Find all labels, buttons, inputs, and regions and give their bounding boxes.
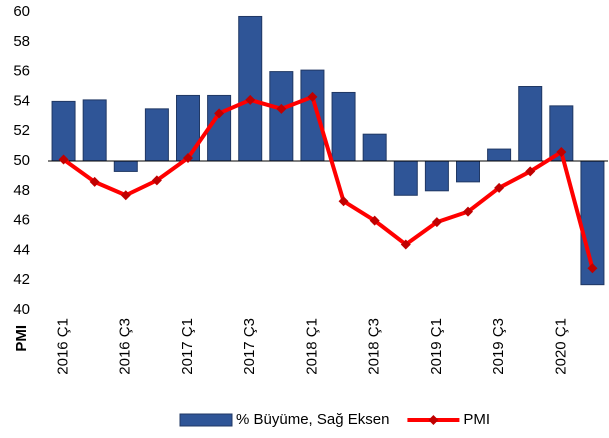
bar [362, 133, 387, 162]
y-tick-label: 60 [13, 3, 30, 20]
y-tick-label: 54 [13, 92, 30, 109]
y-tick-label: 42 [13, 271, 30, 288]
marker [120, 190, 131, 201]
bar [424, 160, 449, 192]
y-tick-label: 58 [13, 33, 30, 50]
marker [556, 147, 567, 158]
x-tick-label: 2019 Ç1 [428, 318, 445, 375]
bar [113, 160, 138, 172]
y-tick-label: 44 [13, 241, 30, 258]
legend-marker [428, 415, 439, 425]
legend-swatch [179, 413, 233, 427]
marker [58, 154, 69, 165]
x-tick-label: 2019 Ç3 [490, 318, 507, 375]
legend-label: PMI [463, 411, 490, 428]
x-tick-label: 2020 Ç1 [552, 318, 569, 375]
x-tick-label: 2018 Ç1 [303, 318, 320, 375]
marker [494, 182, 505, 193]
y-tick-label: 46 [13, 212, 30, 229]
marker [400, 239, 411, 250]
bar [238, 15, 263, 162]
marker [525, 166, 536, 177]
x-tick-label: 2018 Ç3 [366, 318, 383, 375]
marker [338, 196, 349, 207]
bar [144, 108, 169, 162]
bar [393, 160, 418, 196]
y-tick-label: 48 [13, 182, 30, 199]
marker [307, 91, 318, 102]
marker [245, 94, 256, 105]
y-axis-label: PMI [13, 325, 30, 352]
bar [300, 69, 325, 162]
bar [51, 100, 76, 162]
bar [269, 71, 294, 162]
marker [431, 217, 442, 228]
x-tick-label: 2017 Ç1 [179, 318, 196, 375]
y-tick-label: 50 [13, 152, 30, 169]
marker [587, 263, 598, 274]
marker [369, 215, 380, 226]
bar [518, 86, 543, 162]
bar [487, 148, 512, 162]
marker [276, 103, 287, 114]
y-tick-label: 52 [13, 122, 30, 139]
bar [331, 91, 356, 162]
bar [176, 94, 200, 162]
bar [82, 99, 107, 162]
marker [151, 175, 162, 186]
marker [214, 108, 225, 119]
bar [456, 160, 480, 183]
line [62, 94, 595, 269]
marker [463, 206, 473, 217]
x-tick-label: 2017 Ç3 [241, 318, 258, 375]
marker [89, 176, 100, 187]
legend-label: % Büyüme, Sağ Eksen [236, 411, 389, 428]
y-tick-label: 40 [13, 301, 30, 318]
x-tick-label: 2016 Ç1 [55, 318, 72, 375]
y-tick-label: 56 [13, 63, 30, 80]
x-tick-label: 2016 Ç3 [117, 318, 134, 375]
marker [183, 153, 193, 164]
